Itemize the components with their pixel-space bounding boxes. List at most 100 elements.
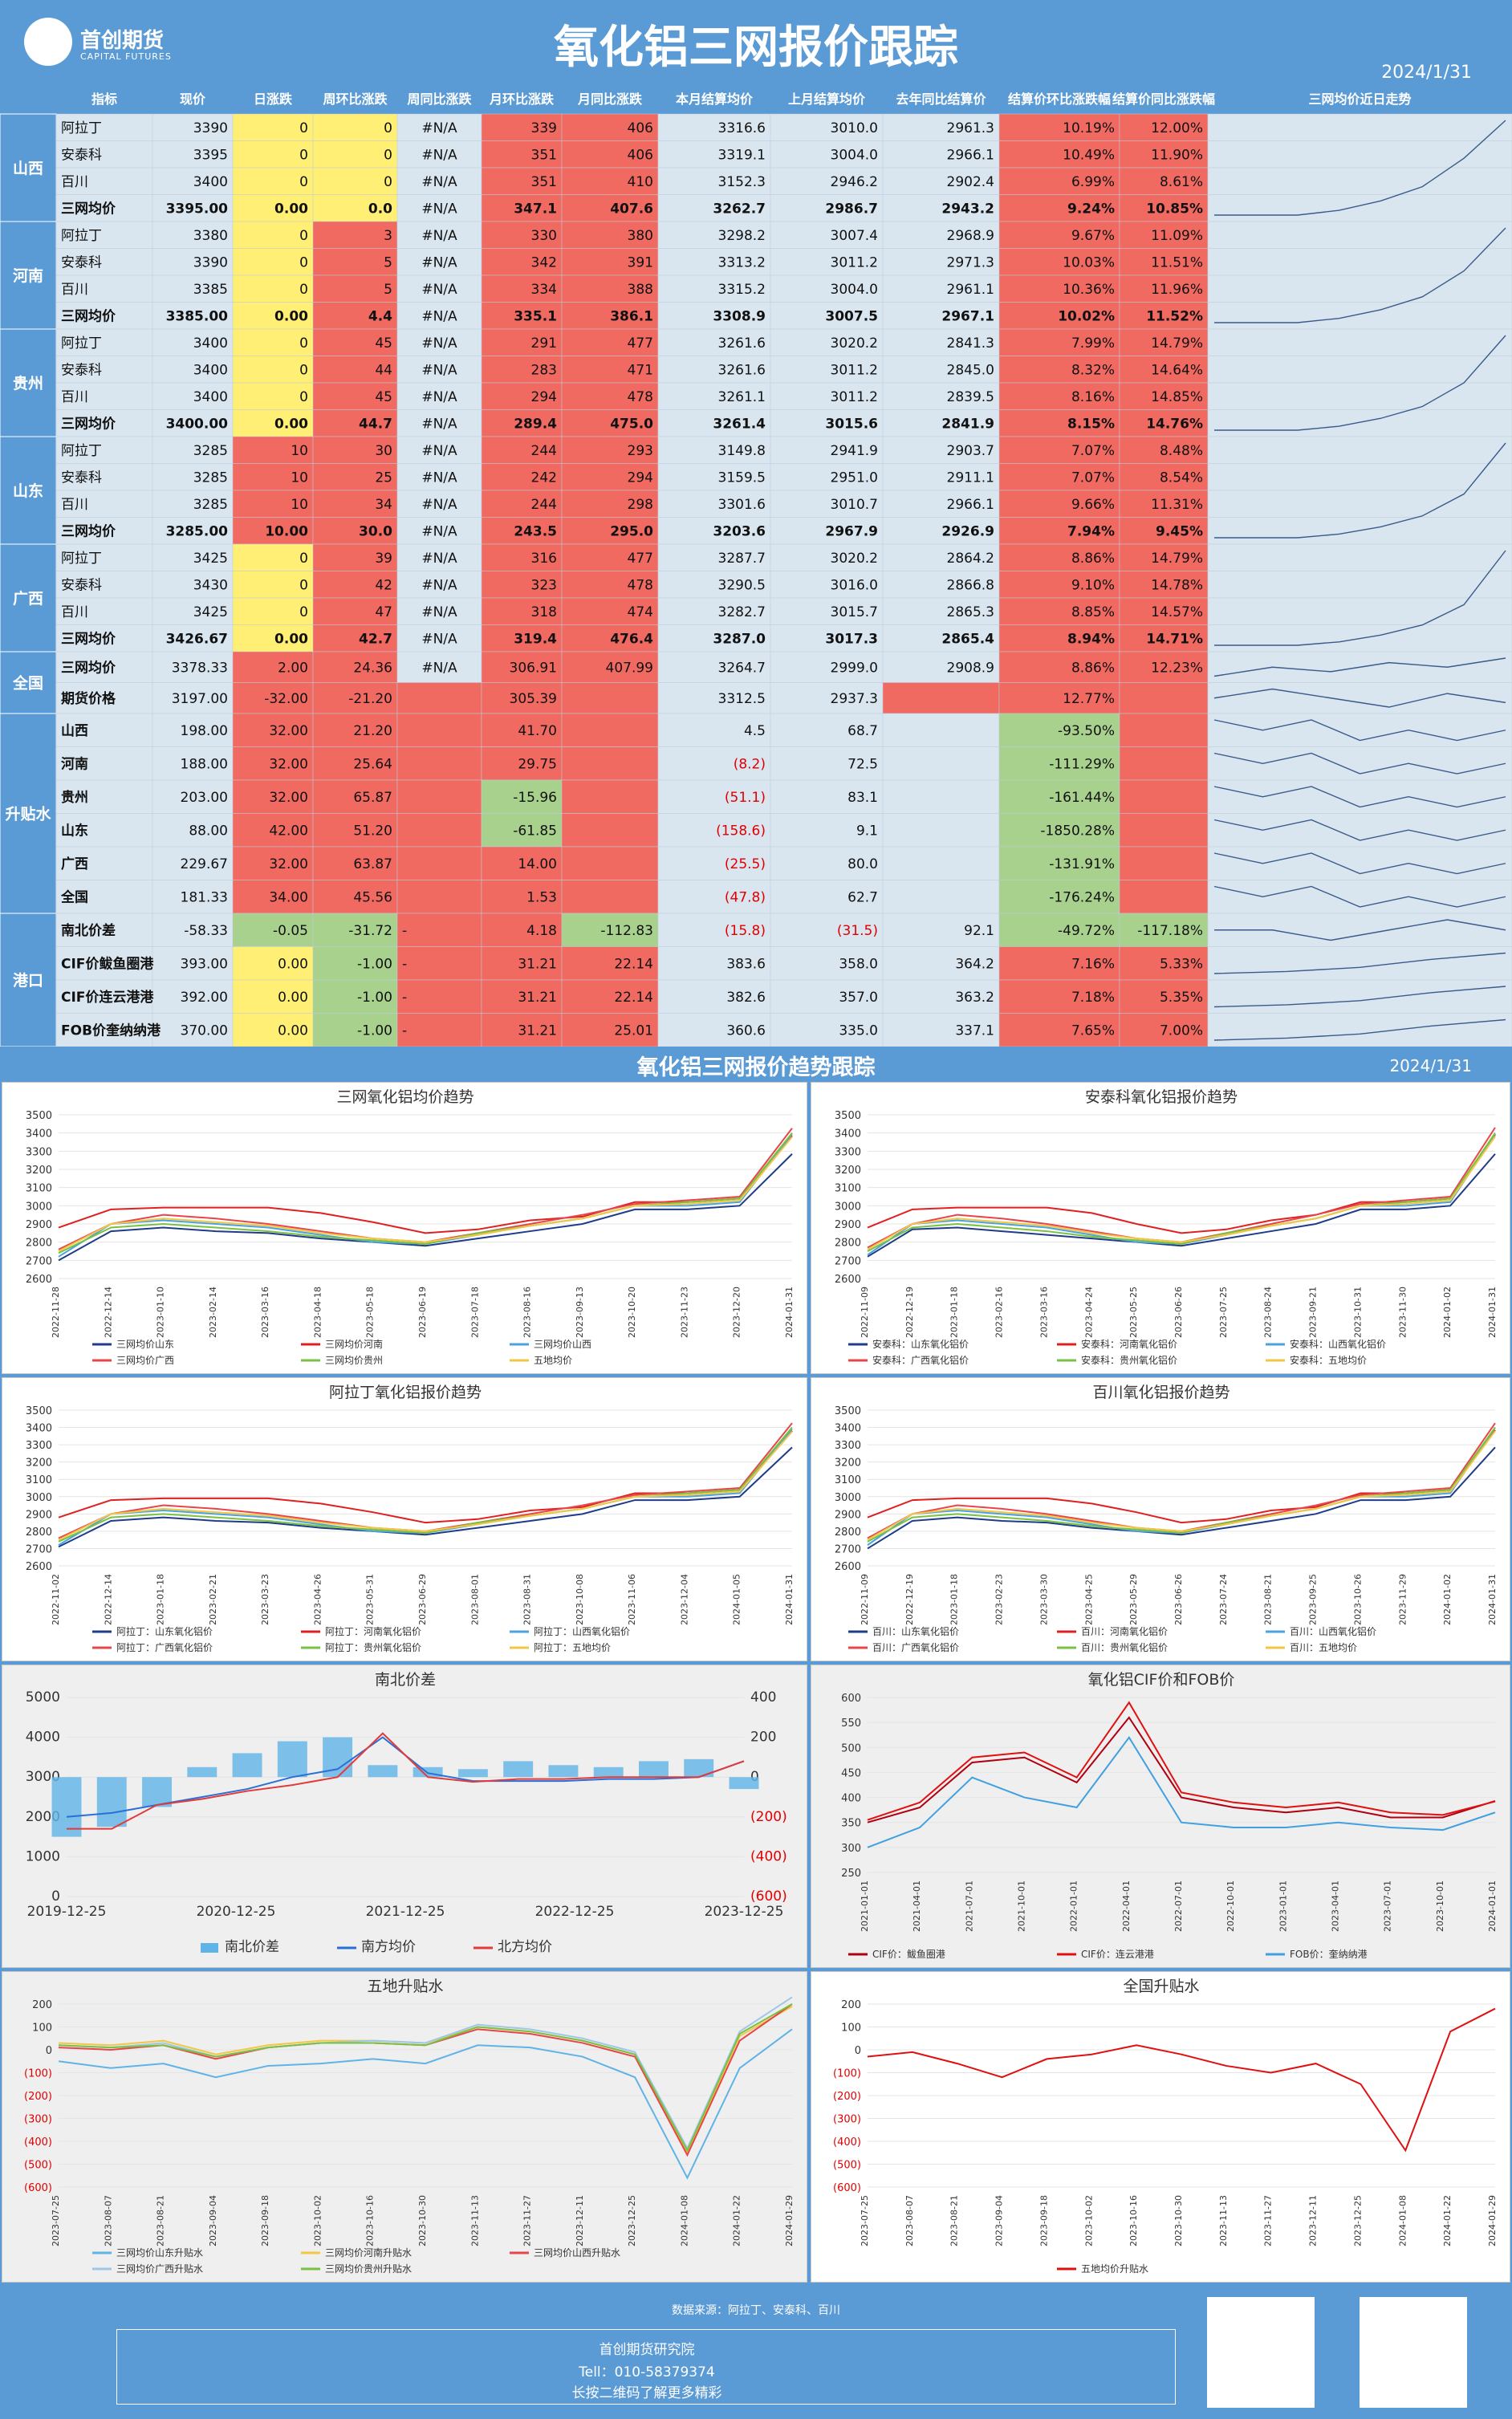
x-tick-label: 2022-04-01 — [1121, 1880, 1132, 1932]
table-cell: 2845.0 — [947, 362, 994, 378]
spread-bar — [548, 1765, 579, 1778]
table-cell: 357.0 — [839, 990, 878, 1006]
x-tick-label: 2023-04-18 — [312, 1287, 323, 1338]
table-cell: 10.19% — [1063, 120, 1115, 136]
table-cell: 7.99% — [1071, 335, 1115, 352]
y-tick-label: (400) — [833, 2136, 861, 2149]
x-tick-label: 2023-05-31 — [365, 1574, 376, 1625]
table-cell: -131.91% — [1049, 856, 1115, 872]
x-tick-label: 2023-11-30 — [1397, 1287, 1408, 1338]
y-tick-label: 2900 — [835, 1509, 861, 1521]
table-cell: 29.75 — [518, 756, 557, 772]
table-cell: 3400 — [193, 389, 228, 405]
qr-code-icon[interactable] — [1207, 2297, 1315, 2408]
column-header: 指标 — [91, 91, 117, 107]
y-tick-label: 2900 — [835, 1219, 861, 1231]
series-line — [58, 1431, 793, 1541]
table-cell: 14.79% — [1151, 335, 1203, 352]
table-cell: 10.02% — [1058, 308, 1115, 324]
table-cell: 32.00 — [269, 756, 308, 772]
sparkline — [1213, 786, 1506, 808]
x-tick-label: 2022-12-19 — [904, 1574, 915, 1625]
table-cell: 0.00 — [274, 308, 308, 324]
x-tick-label: 2022-11-09 — [860, 1574, 870, 1625]
y-tick-label: 3200 — [26, 1457, 52, 1470]
sparkline — [1213, 719, 1506, 742]
series-line — [867, 1422, 1496, 1539]
footer: 数据来源：阿拉丁、安泰科、百川 首创期货研究院 Tell：010-5837937… — [0, 2286, 1512, 2419]
table-cell: 72.5 — [847, 756, 878, 772]
series-line — [58, 1132, 793, 1254]
table-cell: 14.78% — [1151, 577, 1203, 593]
table-cell: #N/A — [421, 147, 457, 163]
column-header: 结算价环比涨跌幅 — [1007, 91, 1111, 107]
table-cell: -111.29% — [1049, 756, 1115, 772]
table-cell: 0 — [299, 389, 308, 405]
table-cell: -0.05 — [273, 923, 308, 939]
table-cell: 3425 — [193, 604, 228, 620]
table-cell: 319.4 — [514, 631, 557, 647]
x-tick-label: 2023-11-27 — [522, 2195, 533, 2246]
row-label: 百川 — [61, 389, 88, 405]
table-cell: 4.18 — [526, 923, 557, 939]
table-cell: 305.39 — [510, 691, 557, 707]
chart-panel-aladdin: 阿拉丁氧化铝报价趋势 2600 2700 2800 2900 3000 3100 3200 33… — [2, 1377, 807, 1661]
x-tick-label: 2023-01-10 — [156, 1287, 166, 1338]
table-cell: 3319.1 — [718, 147, 766, 163]
table-cell: 8.32% — [1071, 362, 1115, 378]
spread-bar — [593, 1766, 624, 1778]
x-tick-label: 2024-01-31 — [1487, 1574, 1498, 1625]
x-tick-label: 2023-07-01 — [1383, 1880, 1393, 1932]
chart-title: 三网氧化铝均价趋势 — [336, 1088, 474, 1106]
series-line — [67, 1732, 745, 1830]
chart-title: 南北价差 — [375, 1671, 436, 1689]
legend-label: 阿拉丁：广西氧化铝价 — [116, 1641, 213, 1653]
table-cell: 335.1 — [514, 308, 557, 324]
table-cell: 471 — [628, 362, 653, 378]
x-tick-label: 2023-07-25 — [860, 2195, 870, 2246]
table-cell: -21.20 — [348, 691, 392, 707]
table-cell: (31.5) — [837, 923, 878, 939]
sparkline — [1213, 952, 1506, 974]
qr-code-icon[interactable] — [1360, 2297, 1467, 2408]
table-cell: 3285.00 — [166, 523, 229, 539]
y-tick-label: 3300 — [835, 1440, 861, 1452]
legend-label: 三网均价山东升贴水 — [116, 2247, 203, 2258]
y-tick-label: 550 — [841, 1718, 861, 1730]
table-cell: 21.20 — [353, 723, 392, 739]
x-tick-label: 2023-10-08 — [575, 1574, 585, 1625]
table-cell: 2865.4 — [941, 631, 994, 647]
table-cell: 323 — [531, 577, 557, 593]
table-cell: -117.18% — [1137, 923, 1203, 939]
table-cell: 364.2 — [955, 956, 994, 972]
legend-label: 阿拉丁：五地均价 — [534, 1641, 611, 1653]
y-tick-label: (100) — [24, 2068, 52, 2080]
table-cell: -61.85 — [513, 823, 557, 839]
table-cell: (15.8) — [725, 923, 766, 939]
table-cell: 44 — [375, 362, 392, 378]
chart-panel-spread: 南北价差 0 1000 2000 3000 4000 5000 400 200 0 (200) (40… — [2, 1665, 807, 1968]
table-cell: 7.16% — [1071, 956, 1115, 972]
y-tick-label: 3000 — [26, 1492, 52, 1504]
table-cell: 477 — [628, 335, 653, 352]
table-cell: 380 — [628, 228, 653, 244]
table-cell: 393.00 — [181, 956, 228, 972]
y-tick-label: 2800 — [835, 1238, 861, 1250]
x-tick-label: 2024-01-29 — [1487, 2195, 1498, 2246]
x-tick-label: 2021-12-25 — [366, 1904, 445, 1920]
series-line — [867, 1132, 1496, 1252]
x-tick-label: 2024-01-08 — [1397, 2195, 1408, 2246]
table-cell: 3395 — [193, 147, 228, 163]
x-tick-label: 2023-12-20 — [732, 1287, 742, 1338]
table-cell: #N/A — [421, 201, 457, 217]
table-cell: 2937.3 — [831, 691, 878, 707]
table-cell: 3390 — [193, 120, 228, 136]
table-cell: 10.49% — [1063, 147, 1115, 163]
table-cell: 0.00 — [274, 201, 308, 217]
table-cell: 3313.2 — [718, 254, 766, 270]
table-cell: 198.00 — [181, 723, 228, 739]
x-tick-label: 2024-01-22 — [1442, 2195, 1453, 2246]
table-cell: 34.00 — [269, 889, 308, 905]
y-tick-label: (200) — [24, 2091, 52, 2103]
x-tick-label: 2023-11-13 — [469, 2195, 480, 2246]
